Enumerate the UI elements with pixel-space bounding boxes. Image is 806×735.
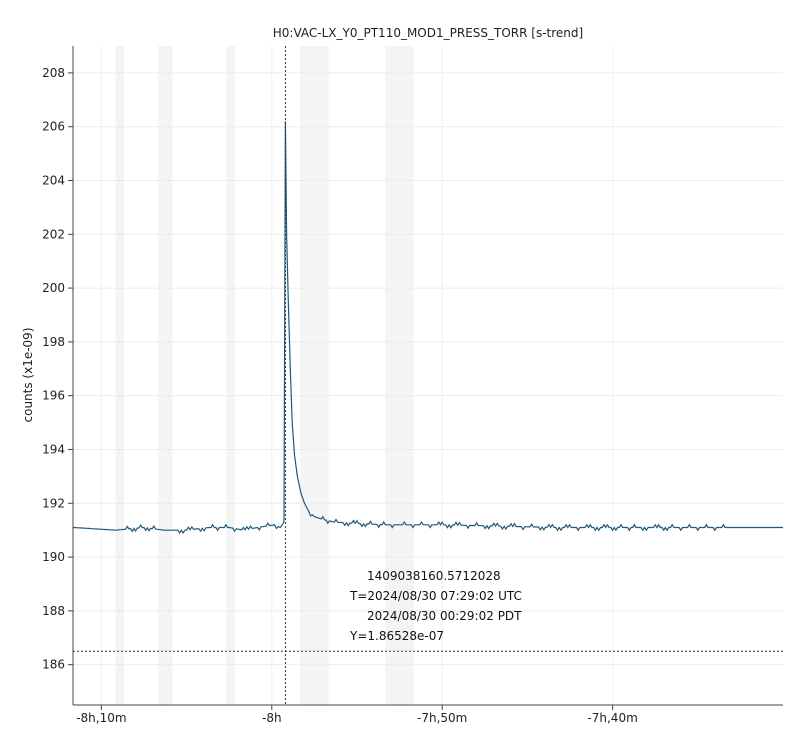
y-tick-label: 196 — [42, 389, 65, 403]
x-axis-ticks: -8h,10m -8h -7h,50m -7h,40m — [76, 705, 638, 725]
y-tick-label: 186 — [42, 658, 65, 672]
background-band — [115, 46, 125, 705]
y-tick-label: 188 — [42, 604, 65, 618]
y-tick-label: 194 — [42, 442, 65, 456]
x-tick-label: -7h,50m — [417, 711, 467, 725]
chart-title: H0:VAC-LX_Y0_PT110_MOD1_PRESS_TORR [s-tr… — [273, 26, 583, 40]
y-axis-ticks: 186 188 190 192 194 196 198 200 202 204 206 208 — [42, 66, 73, 672]
cursor-pdt-time: 2024/08/30 00:29:02 PDT — [367, 609, 522, 623]
y-tick-label: 202 — [42, 227, 65, 241]
x-tick-label: -7h,40m — [587, 711, 637, 725]
cursor-y-value: Y=1.86528e-07 — [349, 629, 444, 643]
y-tick-label: 198 — [42, 335, 65, 349]
y-tick-label: 190 — [42, 550, 65, 564]
y-tick-label: 208 — [42, 66, 65, 80]
background-band — [385, 46, 414, 705]
series-line — [72, 121, 783, 535]
y-axis-label: counts (x1e-09) — [21, 327, 35, 422]
background-band — [300, 46, 329, 705]
y-tick-label: 200 — [42, 281, 65, 295]
background-band — [226, 46, 235, 705]
y-tick-label: 192 — [42, 496, 65, 510]
background-band — [158, 46, 173, 705]
y-tick-label: 206 — [42, 120, 65, 134]
y-tick-label: 204 — [42, 173, 65, 187]
x-tick-label: -8h,10m — [76, 711, 126, 725]
cursor-utc-time: T=2024/08/30 07:29:02 UTC — [349, 589, 522, 603]
cursor-gps-time: 1409038160.5712028 — [367, 569, 501, 583]
x-tick-label: -8h — [262, 711, 282, 725]
background-bands — [115, 46, 414, 705]
grid-lines — [73, 46, 783, 705]
